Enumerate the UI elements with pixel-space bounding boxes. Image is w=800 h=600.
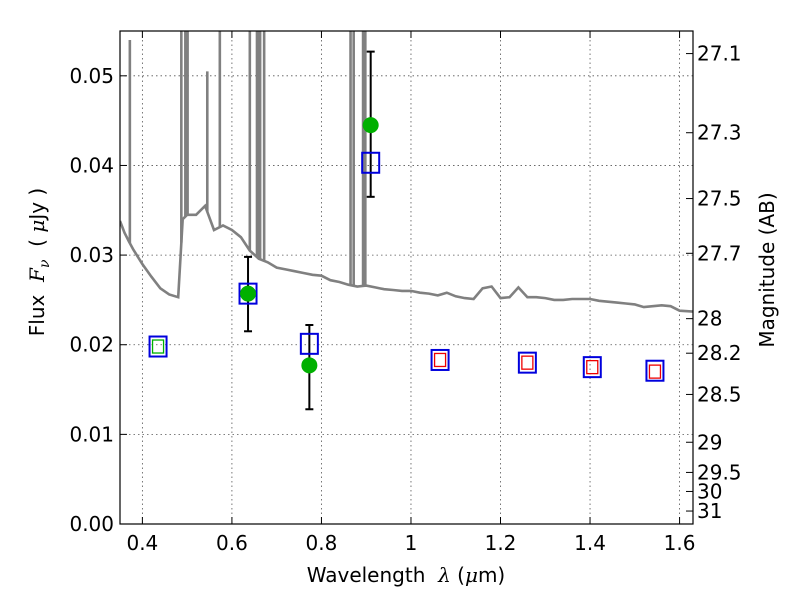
y2-tick-label: 29.5	[697, 460, 742, 484]
y2-tick-label: 28.2	[697, 341, 742, 365]
y2-tick-label: 28	[697, 307, 722, 331]
x-axis-title: Wavelength λ (μm)	[307, 563, 506, 587]
grid-layer	[120, 31, 693, 525]
model-flux-square	[238, 282, 258, 305]
x-tick-label: 0.8	[306, 531, 338, 555]
x-tick-label: 1	[405, 531, 418, 555]
marker-layer	[148, 50, 665, 411]
y-tick-label: 0.01	[69, 422, 114, 446]
y2-tick-label: 27.1	[697, 42, 742, 66]
y-tick-label: 0.02	[69, 333, 114, 357]
limit-flux-square	[648, 364, 662, 379]
model-flux-square	[361, 151, 381, 174]
filter-flux-square	[151, 339, 165, 354]
y2-axis-title: Magnitude (AB)	[755, 192, 779, 347]
model-flux-square	[517, 351, 537, 374]
y2-tick-label: 29	[697, 430, 722, 454]
limit-flux-square	[433, 352, 447, 368]
x-tick-label: 0.6	[216, 531, 248, 555]
model-spectrum-line	[120, 203, 693, 313]
y-tick-label: 0.03	[69, 243, 114, 267]
observed-flux-point	[240, 285, 257, 302]
tick-layer: 0.4 0.6 0.8 1 1.2 1.4 1.6 0.00 0.01 0.02 0.03 0.04 0…	[69, 31, 742, 555]
model-flux-square	[299, 332, 319, 355]
observed-flux-point	[301, 357, 318, 374]
model-flux-square	[148, 335, 168, 358]
x-tick-label: 0.4	[126, 531, 158, 555]
y2-tick-label: 30	[697, 479, 722, 503]
y2-tick-label: 27.3	[697, 121, 742, 145]
model-flux-square	[582, 356, 602, 379]
model-flux-square	[645, 359, 665, 382]
model-flux-square	[430, 348, 450, 371]
y2-tick-label: 31	[697, 499, 722, 523]
x-tick-label: 1.2	[485, 531, 517, 555]
y-tick-label: 0.05	[69, 64, 114, 88]
plot-frame	[119, 30, 694, 525]
y-tick-label: 0.00	[69, 512, 114, 536]
y-tick-label: 0.04	[69, 153, 114, 177]
y-axis-title: Flux Fν ( μJy )	[25, 188, 53, 336]
observed-flux-point	[362, 117, 379, 134]
y2-tick-label: 28.5	[697, 382, 742, 406]
y2-tick-label: 27.7	[697, 241, 742, 265]
limit-flux-square	[521, 355, 534, 370]
x-tick-label: 1.4	[574, 531, 606, 555]
y2-tick-label: 27.5	[697, 187, 742, 211]
limit-flux-square	[586, 359, 599, 375]
x-tick-label: 1.6	[664, 531, 696, 555]
spectrum-layer	[120, 31, 693, 313]
